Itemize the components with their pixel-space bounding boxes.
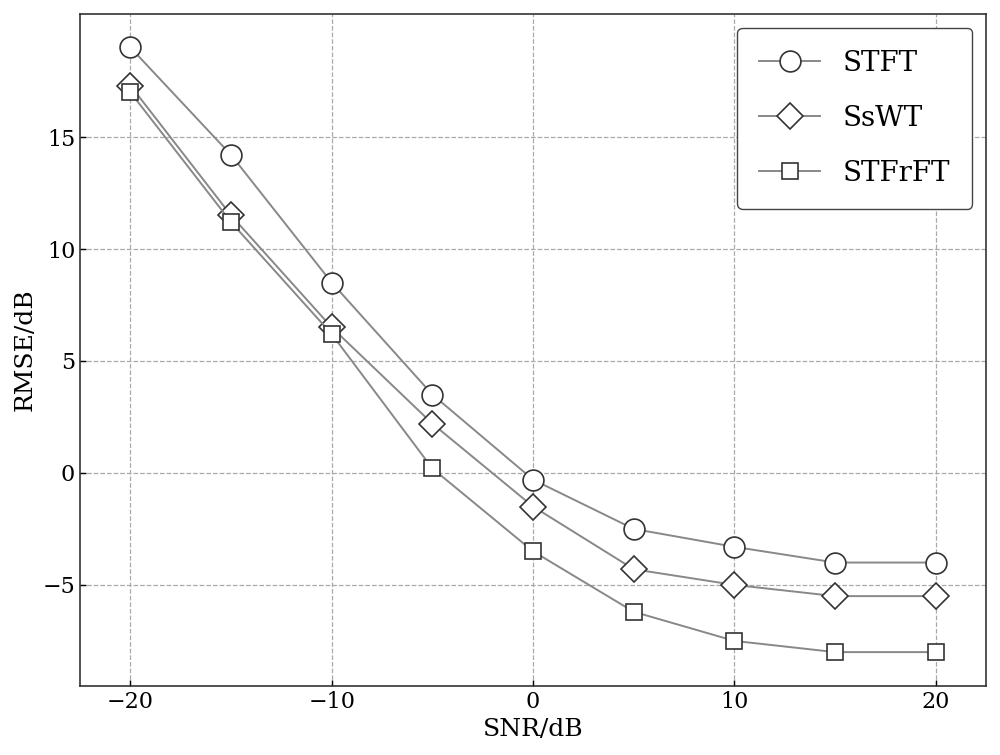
Line: STFT: STFT	[120, 37, 946, 573]
STFrFT	[527, 547, 539, 556]
STFT	[326, 278, 338, 287]
SsWT	[628, 565, 640, 574]
STFT	[628, 525, 640, 534]
SsWT	[225, 211, 237, 220]
STFT	[225, 150, 237, 159]
STFT	[829, 558, 841, 567]
STFrFT	[930, 648, 942, 657]
STFrFT	[124, 88, 136, 97]
STFT	[426, 390, 438, 399]
Line: SsWT: SsWT	[121, 76, 945, 606]
STFrFT	[728, 636, 740, 646]
STFrFT	[326, 330, 338, 339]
SsWT	[930, 592, 942, 601]
STFT	[728, 542, 740, 551]
Y-axis label: RMSE/dB: RMSE/dB	[14, 288, 37, 411]
Legend: STFT, SsWT, STFrFT: STFT, SsWT, STFrFT	[737, 28, 972, 209]
SsWT	[829, 592, 841, 601]
SsWT	[124, 81, 136, 90]
SsWT	[527, 502, 539, 511]
STFrFT	[426, 464, 438, 473]
SsWT	[728, 581, 740, 590]
STFrFT	[628, 607, 640, 616]
Line: STFrFT: STFrFT	[122, 84, 944, 661]
X-axis label: SNR/dB: SNR/dB	[483, 718, 583, 741]
STFrFT	[829, 648, 841, 657]
STFT	[124, 43, 136, 52]
SsWT	[326, 323, 338, 332]
STFT	[527, 475, 539, 484]
STFT	[930, 558, 942, 567]
STFrFT	[225, 217, 237, 226]
SsWT	[426, 419, 438, 428]
